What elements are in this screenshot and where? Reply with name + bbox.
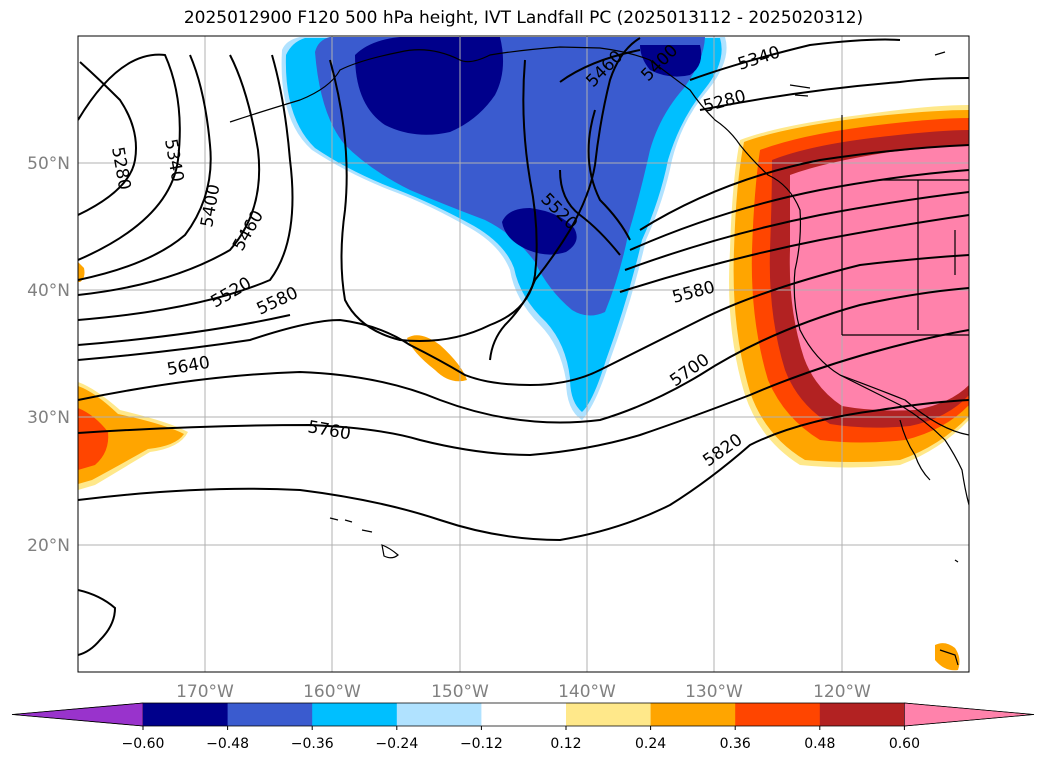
colorbar-segment	[312, 703, 398, 726]
contour-5400-west	[78, 54, 212, 281]
colorbar-tick-label: 0.60	[889, 736, 920, 752]
lat-label: 50°N	[27, 154, 70, 174]
colorbar-segment	[227, 703, 313, 726]
lon-label: 150°W	[431, 682, 489, 702]
map-title: 2025012900 F120 500 hPa height, IVT Land…	[183, 8, 864, 28]
contour-inner-1	[587, 109, 631, 241]
contour-5820	[78, 399, 969, 542]
graticule	[78, 36, 969, 672]
positive-shading-pink	[789, 146, 969, 411]
colorbar: −0.60 −0.48 −0.36 −0.24 −0.12 0.12 0.24 0.36 0.4…	[11, 702, 1035, 752]
colorbar-tick-label: −0.24	[375, 736, 418, 752]
lon-label: 130°W	[685, 682, 743, 702]
contour-5580	[78, 37, 641, 361]
positive-blob-west-red	[78, 408, 109, 470]
lat-label: 30°N	[27, 408, 70, 428]
colorbar-segment	[650, 703, 736, 726]
contour-5280-west	[78, 61, 137, 216]
lon-label: 120°W	[813, 682, 871, 702]
negative-shading-darkblue-3	[640, 45, 702, 77]
coastlines	[229, 46, 969, 666]
lat-label: 40°N	[27, 281, 70, 301]
colorbar-tick-label: 0.48	[804, 736, 835, 752]
contour-inner-2	[559, 169, 621, 256]
colorbar-segment	[735, 703, 821, 726]
colorbar-tick-label: 0.24	[635, 736, 666, 752]
colorbar-segment	[566, 703, 652, 726]
negative-shading-darkblue-2	[502, 208, 577, 255]
colorbar-segment	[819, 703, 905, 726]
height-contours	[78, 37, 969, 656]
colorbar-segment	[396, 703, 482, 726]
positive-blob-west-orange	[78, 386, 184, 484]
contour-5700	[78, 287, 969, 424]
contour-east-6	[624, 191, 969, 271]
colorbar-tick-label: 0.36	[720, 736, 751, 752]
colorbar-extend-left	[11, 702, 144, 727]
contour-5640	[78, 254, 969, 387]
colorbar-tick-label: −0.12	[460, 736, 503, 752]
lat-label: 20°N	[27, 536, 70, 556]
colorbar-segment	[481, 703, 567, 726]
contour-east-7	[619, 214, 969, 293]
map-frame	[77, 35, 970, 673]
contour-east-3	[699, 77, 969, 111]
positive-blob-left	[78, 262, 85, 282]
colorbar-tick-label: −0.48	[206, 736, 249, 752]
longitude-labels: 170°W 160°W 150°W 140°W 130°W 120°W	[176, 682, 871, 702]
colorbar-tick-label: −0.36	[291, 736, 334, 752]
map-panel: 5280 5340 5400 5460 5520 5580 5640 5760 …	[78, 36, 969, 672]
contour-east-4	[639, 144, 969, 231]
contour-east-2	[689, 38, 901, 81]
contour-5760	[78, 329, 969, 457]
colorbar-extend-right	[904, 702, 1035, 727]
contour-5520	[78, 54, 538, 342]
contour-bottom-left	[78, 589, 117, 656]
contour-5340-west	[78, 53, 181, 261]
colorbar-segment	[143, 703, 229, 726]
lon-label: 140°W	[558, 682, 616, 702]
contour-east-5	[629, 169, 969, 251]
colorbar-tick-label: −0.60	[122, 736, 165, 752]
contour-east-1	[559, 49, 641, 83]
lon-label: 160°W	[303, 682, 361, 702]
contour-5460-west	[78, 54, 261, 296]
lon-label: 170°W	[176, 682, 234, 702]
colorbar-tick-label: 0.12	[550, 736, 581, 752]
latitude-labels: 50°N 40°N 30°N 20°N	[27, 154, 70, 556]
